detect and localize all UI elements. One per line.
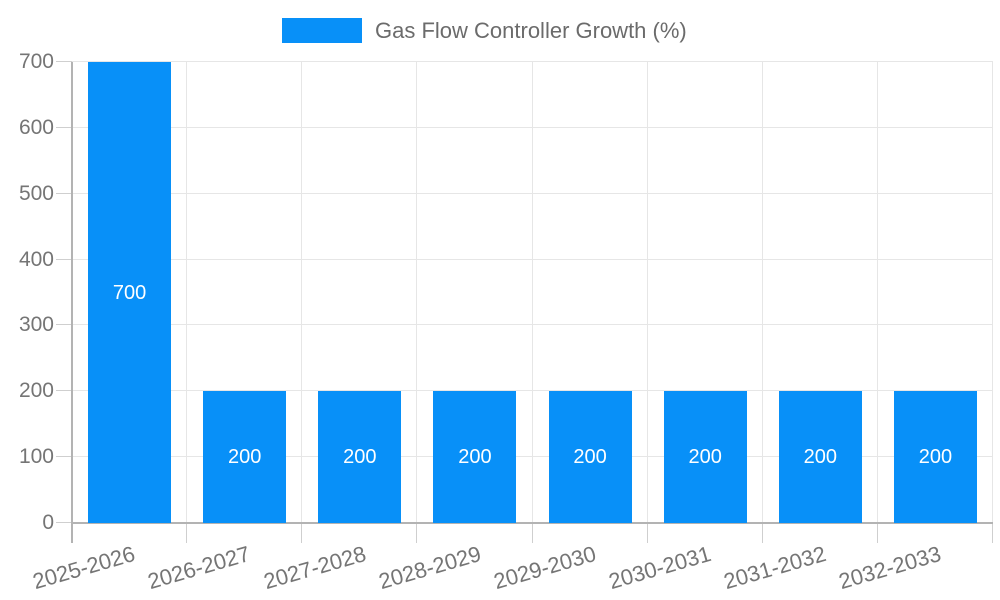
y-gridline: [72, 390, 993, 392]
x-axis-tick: [876, 523, 878, 543]
bar-value-label: 200: [343, 446, 377, 469]
y-axis-tick: [56, 126, 72, 128]
x-gridline: [761, 62, 763, 523]
bar-value-label: 700: [112, 281, 147, 304]
x-gridline: [301, 62, 303, 523]
y-axis-tick-label: 500: [18, 181, 54, 205]
bar[interactable]: [203, 391, 287, 523]
legend-swatch-icon: [282, 18, 362, 43]
y-axis-tick-label: 200: [18, 379, 54, 403]
x-axis-tick: [531, 523, 533, 543]
y-axis-tick-label: 300: [18, 313, 54, 337]
y-axis-tick: [56, 324, 72, 326]
x-gridline: [416, 62, 418, 523]
y-axis-tick-label: 700: [18, 50, 54, 73]
x-axis-tick-label: 2032-2033: [836, 541, 945, 595]
y-axis-tick: [56, 192, 72, 194]
x-axis-tick: [992, 523, 993, 543]
y-axis-tick-label: 600: [18, 115, 54, 139]
x-gridline: [186, 62, 188, 523]
y-axis-line: [71, 62, 73, 543]
x-axis-tick: [416, 523, 418, 543]
x-axis-tick: [761, 523, 763, 543]
y-gridline: [72, 258, 993, 260]
y-axis-tick-label: 0: [42, 511, 54, 534]
y-axis-tick: [56, 390, 72, 392]
x-axis-tick: [186, 523, 188, 543]
legend-label: Gas Flow Controller Growth (%): [375, 18, 687, 43]
bar-value-label: 200: [688, 446, 722, 469]
y-axis-tick-label: 400: [18, 247, 54, 271]
bar[interactable]: [778, 391, 862, 523]
x-axis-tick-label: 2030-2031: [605, 541, 714, 595]
bar-value-label: 200: [918, 446, 953, 469]
bar[interactable]: [663, 391, 747, 523]
x-axis-tick: [301, 523, 303, 543]
y-gridline: [72, 324, 993, 326]
x-gridline: [992, 62, 993, 523]
bar-value-label: 200: [573, 446, 607, 469]
bar[interactable]: [433, 391, 517, 523]
x-gridline: [646, 62, 648, 523]
x-axis-tick-label: 2031-2032: [720, 541, 829, 595]
x-axis-tick-label: 2028-2029: [375, 541, 484, 595]
legend[interactable]: Gas Flow Controller Growth (%): [282, 18, 687, 43]
y-axis-tick: [56, 522, 72, 523]
x-axis-tick-label: 2025-2026: [30, 541, 139, 595]
x-axis-line: [72, 522, 993, 524]
y-axis-tick: [56, 258, 72, 260]
bar-value-label: 200: [228, 446, 262, 469]
x-axis-tick-label: 2026-2027: [145, 541, 254, 595]
x-gridline: [876, 62, 878, 523]
x-axis-tick-label: 2027-2028: [260, 541, 369, 595]
x-axis-tick-label: 2029-2030: [490, 541, 599, 595]
y-axis-tick: [56, 61, 72, 62]
bar[interactable]: [548, 391, 632, 523]
y-gridline: [72, 61, 993, 62]
bar-value-label: 200: [803, 446, 837, 469]
bar[interactable]: [88, 62, 172, 523]
y-axis-tick-label: 100: [18, 445, 54, 469]
y-gridline: [72, 192, 993, 194]
x-gridline: [531, 62, 533, 523]
bar-value-label: 200: [458, 446, 492, 469]
y-gridline: [72, 126, 993, 128]
y-axis-tick: [56, 456, 72, 458]
bar[interactable]: [318, 391, 402, 523]
x-axis-tick: [646, 523, 648, 543]
y-gridline: [72, 456, 993, 458]
bar[interactable]: [893, 391, 977, 523]
